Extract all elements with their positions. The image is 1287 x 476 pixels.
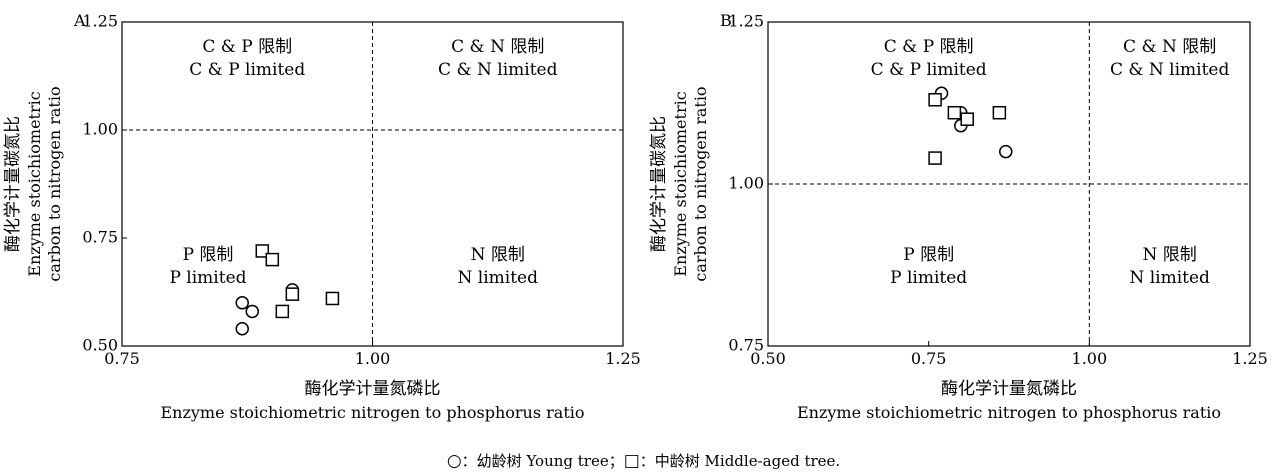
legend: ○：幼龄树 Young tree；□：中龄树 Middle-aged tree. [0, 450, 1287, 471]
legend-middle-label: ：中龄树 Middle-aged tree. [639, 452, 841, 470]
panel-a-middle-aged-tree-point [325, 291, 340, 306]
panel-a-middle-aged-tree-point [265, 252, 280, 267]
panel-a-quadrant-label-cn-en: C & N limited [438, 60, 558, 80]
panel-a-y-tick-label: 0.50 [82, 336, 118, 355]
panel-b-middle-aged-tree-point [928, 93, 942, 107]
panel-b-quadrant-label-cp-cn: C & P 限制 [884, 37, 974, 57]
panel-a-quadrant-label-p-cn: P 限制 [183, 245, 234, 265]
panel-a-x-axis-title-en: Enzyme stoichiometric nitrogen to phosph… [160, 403, 584, 422]
panel-b-quadrant-label-p-en: P limited [890, 268, 967, 288]
panel-b-panel-label: B [720, 11, 732, 30]
panel-a-quadrant-label-n-en: N limited [458, 268, 539, 288]
panel-a-y-axis-title-en-line1: Enzyme stoichiometric [25, 91, 44, 276]
legend-young-label: ：幼龄树 Young tree； [461, 452, 624, 470]
panel-a-quadrant-label-cn-cn: C & N 限制 [451, 37, 544, 57]
panel-b-quadrant-label-n-cn: N 限制 [1143, 245, 1197, 265]
panel-b-middle-aged-tree-point [928, 151, 942, 165]
legend-middle-marker: □ [623, 451, 640, 471]
legend-young-marker: ○ [446, 451, 462, 471]
panel-b-quadrant-label-cn-cn: C & N 限制 [1123, 37, 1216, 57]
panel-b-quadrant-label-cp-en: C & P limited [871, 60, 987, 80]
panel-b-young-tree-point [999, 144, 1013, 159]
panel-b-x-tick-label: 0.50 [750, 349, 786, 368]
panel-b-y-tick-label: 0.75 [728, 336, 764, 355]
panel-a-x-tick-label: 0.75 [104, 349, 140, 368]
panel-a-quadrant-label-cp-en: C & P limited [189, 60, 305, 80]
panel-b-quadrant-label-cn-en: C & N limited [1110, 60, 1230, 80]
panel-a-y-tick-label: 1.25 [82, 12, 118, 31]
panel-a-x-tick-label: 1.00 [355, 349, 391, 368]
panel-b-y-axis-title-en-line2: carbon to nitrogen ratio [691, 86, 710, 281]
panel-a-middle-aged-tree-point [275, 304, 290, 319]
panel-a-middle-aged-tree-point [255, 244, 270, 258]
panel-b-quadrant-label-n-en: N limited [1129, 268, 1210, 288]
panel-a-quadrant-label-p-en: P limited [169, 268, 246, 288]
panel-a-x-axis-title-cn: 酶化学计量氮磷比 [305, 379, 441, 399]
panel-a-y-tick-label: 1.00 [82, 120, 118, 139]
panel-b-y-tick-label: 1.25 [728, 12, 764, 31]
panel-b-x-tick-label: 1.25 [1232, 349, 1268, 368]
panel-a-panel-label: A [73, 11, 86, 30]
panel-a-x-tick-label: 1.25 [605, 349, 641, 368]
panel-a-young-tree-point [245, 304, 260, 319]
panel-b-x-axis-title-en: Enzyme stoichiometric nitrogen to phosph… [797, 403, 1221, 422]
panel-a-y-tick-label: 0.75 [82, 228, 118, 247]
panel-b-middle-aged-tree-point [992, 105, 1007, 120]
panel-a-y-axis-title-cn: 酶化学计量碳氮比 [3, 116, 23, 252]
panel-b-y-tick-label: 1.00 [728, 174, 764, 193]
panel-b-quadrant-label-p-cn: P 限制 [903, 245, 954, 265]
panel-a-y-axis-title-en-line2: carbon to nitrogen ratio [45, 86, 64, 281]
panel-a-middle-aged-tree-point [285, 287, 300, 301]
panel-b-middle-aged-tree-point [960, 112, 974, 126]
panel-b-y-axis-title-cn: 酶化学计量碳氮比 [649, 116, 669, 252]
panel-a-young-tree-point [235, 321, 249, 336]
panel-b-middle-aged-tree-point [947, 105, 962, 120]
panel-b-x-tick-label: 0.75 [911, 349, 947, 368]
panel-b-x-tick-label: 1.00 [1072, 349, 1108, 368]
panel-a-quadrant-label-n-cn: N 限制 [471, 245, 525, 265]
panel-b-x-axis-title-cn: 酶化学计量氮磷比 [941, 379, 1077, 399]
panel-a-quadrant-label-cp-cn: C & P 限制 [202, 37, 292, 57]
panel-a-young-tree-point [235, 296, 249, 310]
panel-b-y-axis-title-en-line1: Enzyme stoichiometric [671, 91, 690, 276]
